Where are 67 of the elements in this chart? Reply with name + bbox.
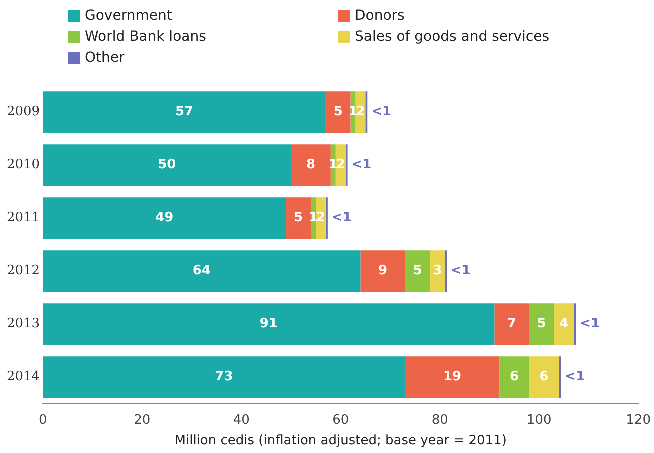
legend-label: Other <box>85 50 125 66</box>
y-tick-label: 2012 <box>6 264 40 279</box>
data-label: 3 <box>433 264 442 279</box>
bar <box>291 144 331 186</box>
data-label: 49 <box>156 210 174 226</box>
bar <box>43 304 495 345</box>
data-label: 2 <box>356 104 366 120</box>
y-tick-label: 2009 <box>6 104 40 120</box>
data-label: 5 <box>294 210 304 226</box>
bar <box>529 356 560 398</box>
bar <box>554 304 574 345</box>
data-label: 5 <box>413 264 422 279</box>
x-tick-label: 0 <box>38 412 48 428</box>
data-label: 5 <box>537 316 546 332</box>
data-label: 5 <box>334 104 343 120</box>
data-label: 50 <box>158 158 176 173</box>
y-tick-label: 2011 <box>6 210 40 226</box>
data-label: 2 <box>336 158 346 173</box>
bar <box>326 92 351 133</box>
legend-label: Donors <box>355 8 405 24</box>
y-tick-label: 2013 <box>6 316 40 332</box>
x-tick-label: 20 <box>134 412 151 428</box>
bar <box>286 198 312 239</box>
legend-label: World Bank loans <box>85 28 206 44</box>
data-label: <1 <box>565 370 586 385</box>
data-label: 57 <box>175 104 194 120</box>
data-label: 1 <box>348 104 358 120</box>
bar <box>43 198 286 239</box>
data-label: 91 <box>260 316 278 332</box>
bar <box>405 356 500 398</box>
y-tick-label: 2010 <box>6 158 40 173</box>
legend-label: Sales of goods and services <box>355 28 550 44</box>
data-label: 8 <box>306 158 316 173</box>
bar <box>430 250 446 292</box>
bar <box>405 250 430 292</box>
data-label: 19 <box>443 370 462 385</box>
bar <box>43 144 292 186</box>
bar <box>494 304 530 345</box>
data-label: <1 <box>372 104 392 120</box>
x-tick-label: 40 <box>233 412 250 428</box>
x-tick-label: 80 <box>432 412 448 428</box>
data-label: 73 <box>215 370 234 385</box>
data-label: 64 <box>192 264 211 279</box>
y-tick-label: 2014 <box>6 370 40 385</box>
x-tick-label: 100 <box>526 412 552 428</box>
data-label: <1 <box>352 158 372 173</box>
bar <box>43 250 361 292</box>
data-label: 9 <box>378 264 388 279</box>
legend-label: Government <box>85 8 172 24</box>
data-label: <1 <box>451 264 471 279</box>
x-tick-label: 60 <box>332 412 350 428</box>
bar <box>43 92 326 133</box>
data-label: 1 <box>328 158 338 173</box>
bar <box>529 304 554 345</box>
data-label: <1 <box>332 210 352 226</box>
x-tick-label: 120 <box>626 412 652 428</box>
data-label: 6 <box>540 370 549 385</box>
data-label: 1 <box>309 210 318 226</box>
x-axis-title: Million cedis (inflation adjusted; base year = 2011) <box>174 434 507 449</box>
data-label: 6 <box>510 370 520 385</box>
bar <box>43 356 406 398</box>
data-label: <1 <box>580 316 600 332</box>
data-label: 2 <box>316 210 326 226</box>
data-label: 4 <box>560 316 569 332</box>
bar <box>360 250 406 292</box>
bar <box>500 356 530 398</box>
data-label: 7 <box>508 316 517 332</box>
